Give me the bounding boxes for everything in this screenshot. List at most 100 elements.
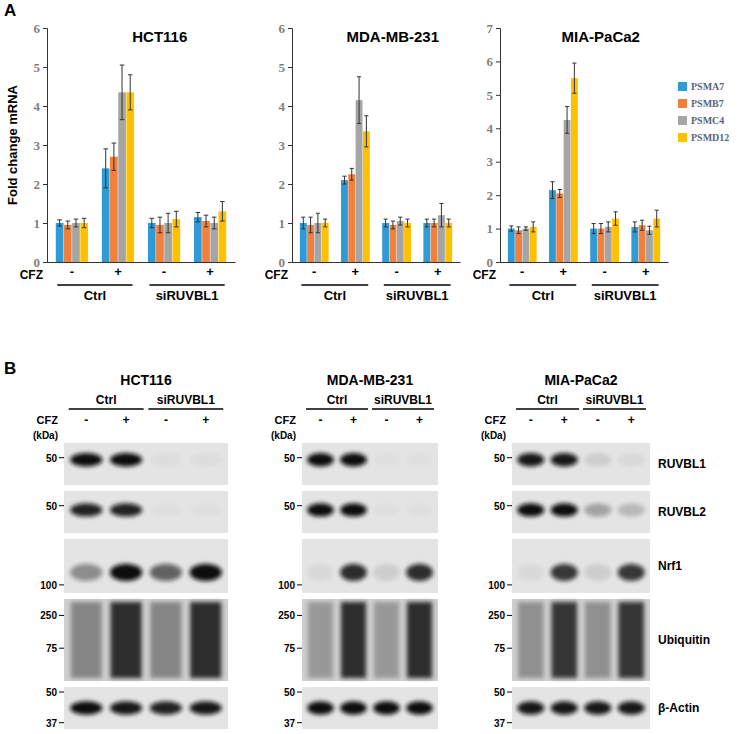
- x-axis-title: CFZ: [473, 268, 496, 282]
- band: [190, 503, 222, 516]
- marker-label: 100: [40, 580, 57, 591]
- error-bar: [196, 212, 201, 221]
- error-bar-cap: [524, 226, 528, 227]
- error-bar-stem: [559, 189, 560, 197]
- y-tick-mark: [43, 67, 47, 68]
- legend-swatch: [678, 99, 687, 108]
- y-tick: 1: [279, 216, 293, 231]
- error-bar-stem: [434, 219, 435, 227]
- band: [150, 503, 182, 516]
- error-bar-cap: [74, 219, 79, 220]
- band: [373, 701, 400, 714]
- y-tick: 6: [279, 21, 293, 36]
- panel-label: B: [4, 359, 16, 378]
- x-axis: -+-+: [501, 263, 669, 280]
- lane-group-line: [306, 408, 368, 410]
- error-bar: [572, 63, 576, 93]
- y-axis: 01234567: [487, 21, 501, 270]
- y-tick-mark: [288, 67, 292, 68]
- y-axis-line: [496, 29, 501, 263]
- error-bar-cap: [405, 226, 409, 227]
- band: [517, 564, 544, 581]
- error-bar-cap: [647, 234, 651, 235]
- y-tick-mark: [288, 262, 292, 263]
- error-bar-cap: [633, 231, 637, 232]
- error-bar: [212, 217, 217, 229]
- plot-area: [56, 65, 226, 262]
- error-bar-cap: [606, 231, 610, 232]
- strip-background: [512, 687, 650, 729]
- band: [307, 701, 334, 714]
- y-tick-label: 4: [34, 99, 41, 114]
- error-bar: [647, 226, 651, 234]
- bar: [508, 229, 515, 262]
- band: [307, 453, 334, 466]
- y-tick: 5: [34, 60, 48, 75]
- bar: [397, 221, 404, 262]
- marker-tick: [507, 457, 512, 458]
- error-bar: [57, 220, 62, 226]
- band: [110, 701, 142, 714]
- error-bar-cap: [301, 228, 305, 229]
- error-bar-cap: [309, 217, 313, 218]
- error-bar-cap: [572, 93, 576, 94]
- error-bar-stem: [525, 227, 526, 230]
- error-bar: [220, 202, 225, 222]
- error-bar-cap: [158, 232, 163, 233]
- bar-chart: 01234567-+-+MIA-PaCa2CFZCtrlsiRUVBL1PSMA…: [473, 21, 730, 303]
- error-bar-stem: [593, 224, 594, 234]
- band: [618, 503, 645, 516]
- error-bar-cap: [432, 226, 436, 227]
- x-tick: -: [162, 264, 166, 279]
- marker-tick: [297, 584, 302, 585]
- strip-background: [302, 443, 438, 485]
- error-bar-cap: [103, 187, 108, 188]
- error-bar-cap: [196, 221, 201, 222]
- error-bar-cap: [350, 180, 354, 181]
- lane-group-label: Ctrl: [327, 393, 348, 407]
- error-bar-cap: [204, 215, 209, 216]
- error-bar-cap: [572, 63, 576, 64]
- series: [80, 75, 226, 262]
- group-label: Ctrl: [84, 288, 106, 303]
- marker-label: 75: [284, 643, 296, 654]
- error-bar-stem: [511, 226, 512, 231]
- bar: [348, 174, 355, 262]
- y-tick-mark: [496, 28, 500, 29]
- series: [322, 116, 452, 262]
- band: [406, 453, 433, 466]
- marker-tick: [59, 584, 64, 585]
- error-bar-stem: [197, 212, 198, 221]
- marker-label: 100: [278, 580, 295, 591]
- error-bar-cap: [509, 225, 513, 226]
- group-label: siRUVBL1: [156, 288, 219, 303]
- error-bar: [323, 219, 327, 227]
- group-line: [592, 284, 659, 286]
- plot-area: [508, 63, 660, 262]
- blot-strip: 25075: [40, 599, 228, 681]
- bar-chart: 0123456-+-+HCT116Fold change mRNACFZCtrl…: [5, 21, 236, 303]
- strip-background: [302, 491, 438, 533]
- error-bar: [65, 221, 70, 229]
- error-bar: [439, 204, 443, 227]
- marker-tick: [297, 505, 302, 506]
- legend-swatch: [678, 82, 687, 91]
- y-tick-mark: [43, 28, 47, 29]
- y-tick-mark: [288, 106, 292, 107]
- legend-label: PSMC4: [691, 115, 724, 126]
- band: [618, 701, 645, 714]
- y-tick-mark: [288, 223, 292, 224]
- strip-background: [302, 539, 438, 593]
- error-bar-cap: [384, 219, 388, 220]
- error-bar-cap: [166, 232, 171, 233]
- error-bar-cap: [391, 228, 395, 229]
- smear: [518, 602, 543, 678]
- bar: [431, 223, 438, 262]
- strip-background: [512, 443, 650, 485]
- y-tick: 4: [34, 99, 48, 114]
- chart-title: MDA-MB-231: [347, 28, 440, 45]
- y-axis-line: [43, 29, 48, 263]
- y-tick: 3: [34, 138, 48, 153]
- plot-area: [300, 77, 452, 262]
- legend-label: PSMB7: [691, 98, 724, 109]
